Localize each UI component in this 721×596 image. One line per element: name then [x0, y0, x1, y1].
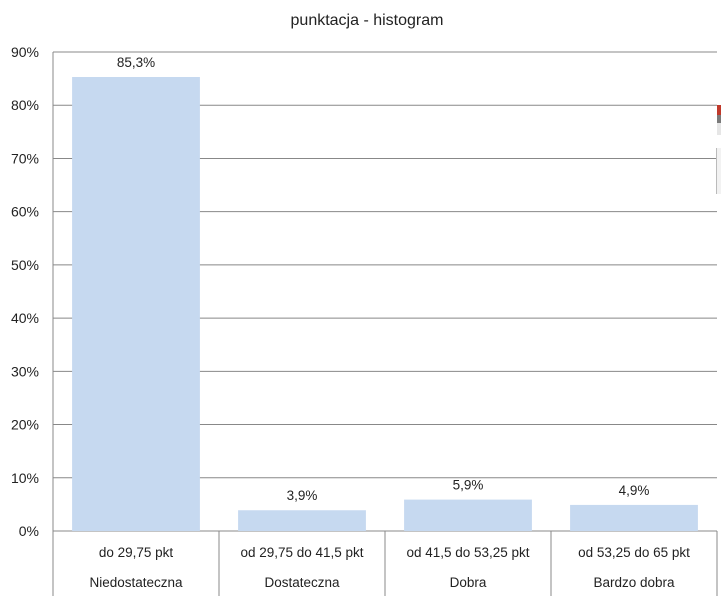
- x-tick-label-grade: Dostateczna: [264, 575, 340, 590]
- bar: [570, 504, 698, 531]
- y-tick-label: 10%: [11, 470, 39, 486]
- y-tick-label: 90%: [11, 44, 39, 60]
- y-tick-label: 50%: [11, 257, 39, 273]
- chart-title: punktacja - histogram: [291, 12, 444, 29]
- y-tick-label: 20%: [11, 417, 39, 433]
- x-tick-label-range: od 41,5 do 53,25 pkt: [406, 545, 529, 560]
- bars: [72, 77, 698, 532]
- x-tick-label-range: od 29,75 do 41,5 pkt: [240, 545, 363, 560]
- data-label: 3,9%: [287, 488, 318, 503]
- data-label: 85,3%: [117, 55, 155, 70]
- x-tick-label-range: od 53,25 do 65 pkt: [578, 545, 690, 560]
- bar: [404, 499, 532, 531]
- y-tick-label: 80%: [11, 97, 39, 113]
- y-tick-label: 0%: [19, 523, 39, 539]
- y-tick-label: 40%: [11, 310, 39, 326]
- window-edge-fragment: [717, 105, 721, 135]
- x-tick-label-grade: Dobra: [450, 575, 487, 590]
- data-labels: 85,3% 3,9% 5,9% 4,9%: [117, 55, 650, 503]
- y-axis-ticks: 0% 10% 20% 30% 40% 50% 60% 70% 80% 90%: [11, 44, 39, 539]
- x-tick-label-grade: Niedostateczna: [89, 575, 183, 590]
- y-tick-label: 30%: [11, 363, 39, 379]
- data-label: 5,9%: [453, 478, 484, 493]
- x-tick-label-range: do 29,75 pkt: [99, 545, 174, 560]
- x-axis: do 29,75 pkt Niedostateczna od 29,75 do 41…: [52, 52, 718, 596]
- window-edge-fragment: [716, 148, 721, 194]
- data-label: 4,9%: [619, 483, 650, 498]
- y-tick-label: 70%: [11, 150, 39, 166]
- bar: [238, 510, 366, 531]
- bar: [72, 77, 200, 532]
- x-tick-label-grade: Bardzo dobra: [593, 575, 675, 590]
- y-tick-label: 60%: [11, 204, 39, 220]
